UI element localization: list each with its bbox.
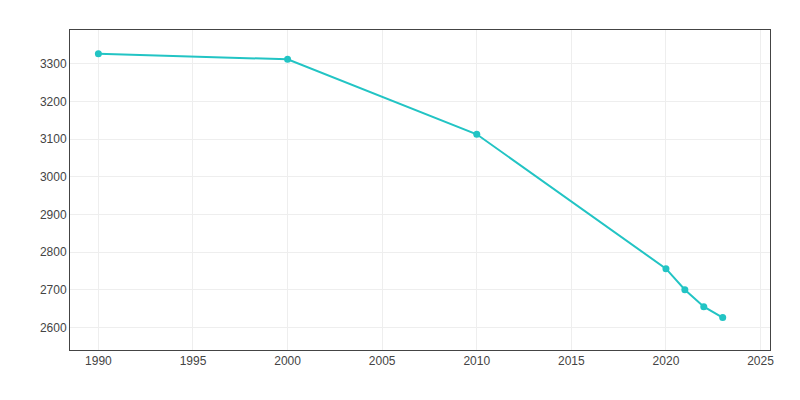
svg-text:1995: 1995 — [180, 354, 207, 368]
svg-text:3000: 3000 — [40, 170, 67, 184]
svg-text:2700: 2700 — [40, 283, 67, 297]
svg-text:3300: 3300 — [40, 57, 67, 71]
svg-text:3100: 3100 — [40, 132, 67, 146]
svg-text:3200: 3200 — [40, 95, 67, 109]
svg-text:2005: 2005 — [369, 354, 396, 368]
svg-text:2600: 2600 — [40, 321, 67, 335]
svg-text:2015: 2015 — [558, 354, 585, 368]
svg-text:2025: 2025 — [747, 354, 774, 368]
svg-text:2010: 2010 — [463, 354, 490, 368]
svg-text:2000: 2000 — [274, 354, 301, 368]
svg-text:2800: 2800 — [40, 245, 67, 259]
svg-text:2020: 2020 — [653, 354, 680, 368]
svg-text:2900: 2900 — [40, 208, 67, 222]
svg-text:1990: 1990 — [85, 354, 112, 368]
